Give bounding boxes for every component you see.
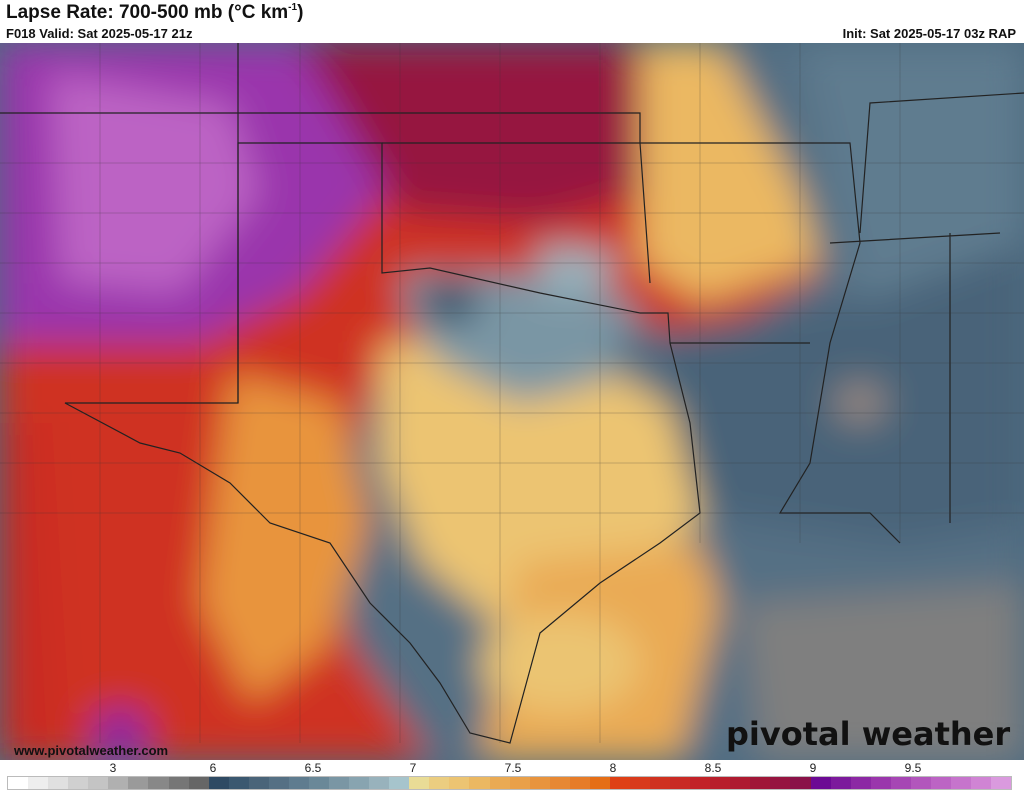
colorbar-swatch xyxy=(389,777,410,789)
colorbar-swatch xyxy=(308,777,329,789)
valid-time: F018 Valid: Sat 2025-05-17 21z xyxy=(6,26,193,41)
colorbar-swatch xyxy=(489,777,510,789)
colorbar-swatch xyxy=(569,777,590,789)
colorbar-swatch xyxy=(950,777,971,789)
colorbar-label: 9 xyxy=(809,761,817,775)
colorbar-swatch xyxy=(108,777,129,789)
colorbar-swatch xyxy=(730,777,751,789)
init-time: Init: Sat 2025-05-17 03z RAP xyxy=(842,26,1016,41)
colorbar-label: 8 xyxy=(609,761,617,775)
colorbar-swatch xyxy=(670,777,691,789)
colorbar-label: 9.5 xyxy=(904,761,922,775)
colorbar-swatch xyxy=(690,777,711,789)
colorbar-swatch xyxy=(369,777,390,789)
colorbar-swatch xyxy=(28,777,49,789)
colorbar-swatch xyxy=(810,777,831,789)
colorbar-swatch xyxy=(750,777,771,789)
colorbar-swatch xyxy=(148,777,169,789)
colorbar-label: 8.5 xyxy=(704,761,722,775)
colorbar-label: 7.5 xyxy=(504,761,522,775)
colorbar-label: 7 xyxy=(409,761,417,775)
colorbar-swatch xyxy=(770,777,791,789)
colorbar-swatch xyxy=(128,777,149,789)
colorbar-swatch xyxy=(449,777,470,789)
colorbar-swatch xyxy=(790,777,811,789)
colorbar-swatch xyxy=(288,777,309,789)
colorbar-swatch xyxy=(68,777,89,789)
colorbar-swatch xyxy=(188,777,209,789)
colorbar-swatch xyxy=(971,777,992,789)
colorbar-swatch xyxy=(429,777,450,789)
colorbar-swatch xyxy=(589,777,610,789)
colorbar-swatch xyxy=(549,777,570,789)
pivotal-weather-logo: pivotal weather xyxy=(726,715,1011,753)
colorbar-swatch xyxy=(48,777,69,789)
colorbar-swatch xyxy=(830,777,851,789)
colorbar-swatch xyxy=(88,777,109,789)
colorbar xyxy=(7,776,1012,790)
colorbar-swatch xyxy=(991,777,1012,789)
lapse-rate-map xyxy=(0,43,1024,760)
colorbar-swatch xyxy=(910,777,931,789)
colorbar-swatch xyxy=(650,777,671,789)
map-title-exponent: -1 xyxy=(288,2,298,13)
map-title-text: Lapse Rate: 700-500 mb (°C km xyxy=(6,2,289,23)
colorbar-swatch xyxy=(8,777,29,789)
colorbar-swatch xyxy=(208,777,229,789)
colorbar-swatch xyxy=(228,777,249,789)
website-url: www.pivotalweather.com xyxy=(14,743,169,758)
colorbar-swatch xyxy=(629,777,650,789)
colorbar-swatch xyxy=(168,777,189,789)
colorbar-swatch xyxy=(529,777,550,789)
colorbar-swatch xyxy=(509,777,530,789)
colorbar-swatch xyxy=(930,777,951,789)
colorbar-label: 6 xyxy=(209,761,217,775)
colorbar-swatch xyxy=(329,777,350,789)
colorbar-swatch xyxy=(850,777,871,789)
colorbar-swatch xyxy=(710,777,731,789)
colorbar-label: 6.5 xyxy=(304,761,322,775)
colorbar-swatch xyxy=(469,777,490,789)
colorbar-swatch xyxy=(268,777,289,789)
colorbar-swatch xyxy=(870,777,891,789)
colorbar-swatch xyxy=(248,777,269,789)
colorbar-label: 3 xyxy=(109,761,117,775)
map-title-close: ) xyxy=(297,2,304,23)
colorbar-swatch xyxy=(890,777,911,789)
map-title: Lapse Rate: 700-500 mb (°C km-1) xyxy=(6,1,303,24)
colorbar-swatch xyxy=(609,777,630,789)
colorbar-swatch xyxy=(349,777,370,789)
colorbar-swatch xyxy=(409,777,430,789)
